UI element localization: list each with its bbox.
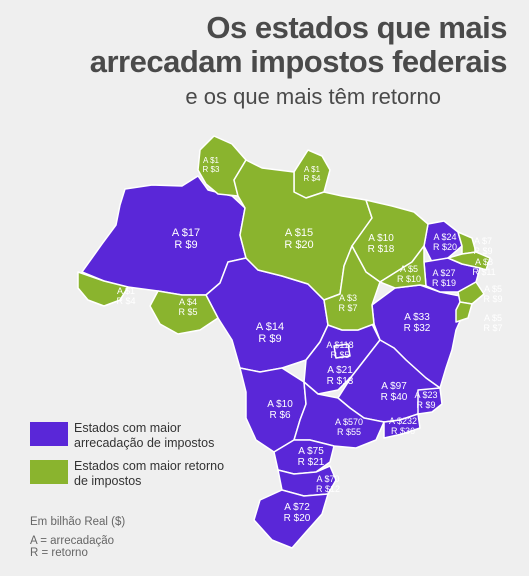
state-label-rj-retorno: R $36 xyxy=(391,426,415,436)
state-label-ro-retorno: R $5 xyxy=(178,307,197,317)
state-label-pi-retorno: R $10 xyxy=(397,274,421,284)
state-pb xyxy=(447,251,491,271)
state-label-rs-retorno: R $20 xyxy=(284,513,311,524)
state-label-sc-arrecadacao: A $70 xyxy=(316,474,339,484)
state-ac xyxy=(77,271,129,307)
state-label-rn-retorno: R $9 xyxy=(473,246,492,256)
state-label-es-retorno: R $9 xyxy=(416,400,435,410)
state-label-mg-arrecadacao: A $97 xyxy=(381,381,407,392)
legend-item-retorno: Estados com maior retorno de impostos xyxy=(30,459,234,489)
legend-swatch-arrecadacao xyxy=(30,422,68,446)
state-label-am-arrecadacao: A $17 xyxy=(172,227,200,239)
state-label-se-arrecadacao: A $5 xyxy=(484,313,502,323)
state-label-rj-arrecadacao: A $232 xyxy=(389,416,417,426)
state-label-pe-arrecadacao: A $27 xyxy=(432,268,455,278)
state-label-pi-arrecadacao: A $5 xyxy=(400,264,418,274)
state-label-to-retorno: R $7 xyxy=(338,303,357,313)
state-label-mt-retorno: R $9 xyxy=(258,333,281,345)
state-label-pr-retorno: R $21 xyxy=(298,457,325,468)
state-label-to-arrecadacao: A $3 xyxy=(339,293,357,303)
legend-swatch-retorno xyxy=(30,460,68,484)
state-label-go-arrecadacao: A $21 xyxy=(327,365,353,376)
state-label-df-arrecadacao: A $118 xyxy=(326,340,353,350)
state-label-sp-retorno: R $55 xyxy=(337,427,361,437)
state-label-pa-arrecadacao: A $15 xyxy=(285,227,313,239)
state-label-rr-retorno: R $3 xyxy=(203,165,220,174)
state-se xyxy=(455,301,473,323)
unit-text: Em bilhão Real ($) xyxy=(30,516,126,528)
state-label-ba-retorno: R $32 xyxy=(404,323,431,334)
state-label-pe-retorno: R $19 xyxy=(432,278,456,288)
state-label-ap-arrecadacao: A $1 xyxy=(304,165,321,174)
state-label-pb-arrecadacao: A $8 xyxy=(475,257,493,267)
state-label-pr-arrecadacao: A $75 xyxy=(298,446,324,457)
state-df xyxy=(333,343,351,359)
state-label-rs-arrecadacao: A $72 xyxy=(284,502,310,513)
state-label-al-retorno: R $9 xyxy=(483,294,502,304)
state-ce xyxy=(423,220,463,263)
state-label-ce-retorno: R $20 xyxy=(433,242,457,252)
state-label-ba-arrecadacao: A $33 xyxy=(404,312,430,323)
legend: Estados com maior arrecadação de imposto… xyxy=(30,421,234,497)
state-rs xyxy=(253,489,329,549)
unit-note: Em bilhão Real ($) A = arrecadação R = r… xyxy=(30,516,125,560)
state-label-pb-retorno: R $11 xyxy=(472,267,495,277)
state-label-am-retorno: R $9 xyxy=(174,239,197,251)
state-es xyxy=(417,387,443,415)
state-label-ma-arrecadacao: A $10 xyxy=(368,233,394,244)
state-label-pa-retorno: R $20 xyxy=(284,239,313,251)
a-definition: A = arrecadação xyxy=(30,534,115,547)
state-label-ac-arrecadacao: A $1 xyxy=(117,286,135,296)
state-ro xyxy=(149,290,219,335)
legend-label-retorno: Estados com maior retorno de impostos xyxy=(74,459,225,488)
legend-label-arrecadacao: Estados com maior arrecadação de imposto… xyxy=(74,421,215,450)
state-label-rn-arrecadacao: A $7 xyxy=(474,236,492,246)
state-to xyxy=(323,245,381,331)
state-sp xyxy=(293,381,385,449)
state-label-ro-arrecadacao: A $4 xyxy=(179,297,197,307)
subtitle: e os que mais têm retorno xyxy=(185,84,441,109)
state-al xyxy=(457,281,485,305)
state-label-ap-retorno: R $4 xyxy=(304,174,321,183)
state-label-ac-retorno: R $4 xyxy=(116,296,135,306)
legend-item-arrecadacao: Estados com maior arrecadação de imposto… xyxy=(30,421,234,451)
state-label-df-retorno: R $5 xyxy=(330,350,349,360)
state-label-sc-retorno: R $12 xyxy=(316,484,340,494)
state-label-go-retorno: R $13 xyxy=(327,376,354,387)
state-label-se-retorno: R $7 xyxy=(483,323,502,333)
state-label-rr-arrecadacao: A $1 xyxy=(203,156,220,165)
state-rj xyxy=(383,413,421,439)
state-label-sp-arrecadacao: A $570 xyxy=(335,417,363,427)
state-label-al-arrecadacao: A $5 xyxy=(484,284,502,294)
state-pi xyxy=(379,245,427,289)
state-label-mg-retorno: R $40 xyxy=(381,392,408,403)
r-definition: R = retorno xyxy=(30,547,88,559)
title-line-2: arrecadam impostos federais xyxy=(89,44,508,79)
state-labels: A $1R $3 A $1R $4A $17R $9A $15R $20A $10… xyxy=(116,156,502,524)
state-label-ma-retorno: R $18 xyxy=(368,244,395,255)
state-label-es-arrecadacao: A $23 xyxy=(414,390,437,400)
title-line-1: Os estados que mais xyxy=(206,10,507,45)
state-label-ce-arrecadacao: A $24 xyxy=(433,232,456,242)
state-label-ms-retorno: R $6 xyxy=(269,410,291,421)
state-label-ms-arrecadacao: A $10 xyxy=(267,399,293,410)
state-label-mt-arrecadacao: A $14 xyxy=(256,321,284,333)
